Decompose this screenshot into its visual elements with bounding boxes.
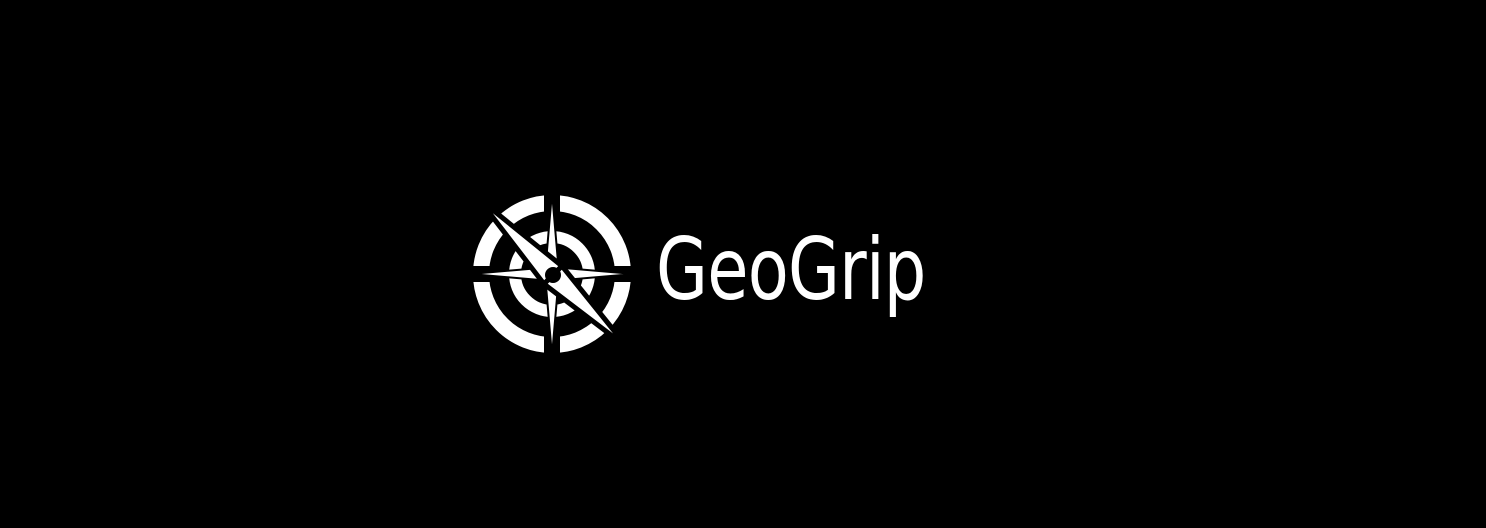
compass-icon bbox=[470, 192, 634, 356]
brand-wordmark: GeoGrip bbox=[656, 220, 926, 320]
